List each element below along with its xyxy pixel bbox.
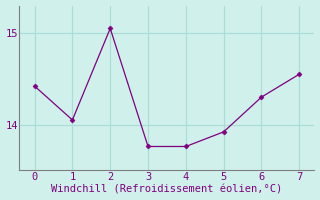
- X-axis label: Windchill (Refroidissement éolien,°C): Windchill (Refroidissement éolien,°C): [51, 184, 283, 194]
